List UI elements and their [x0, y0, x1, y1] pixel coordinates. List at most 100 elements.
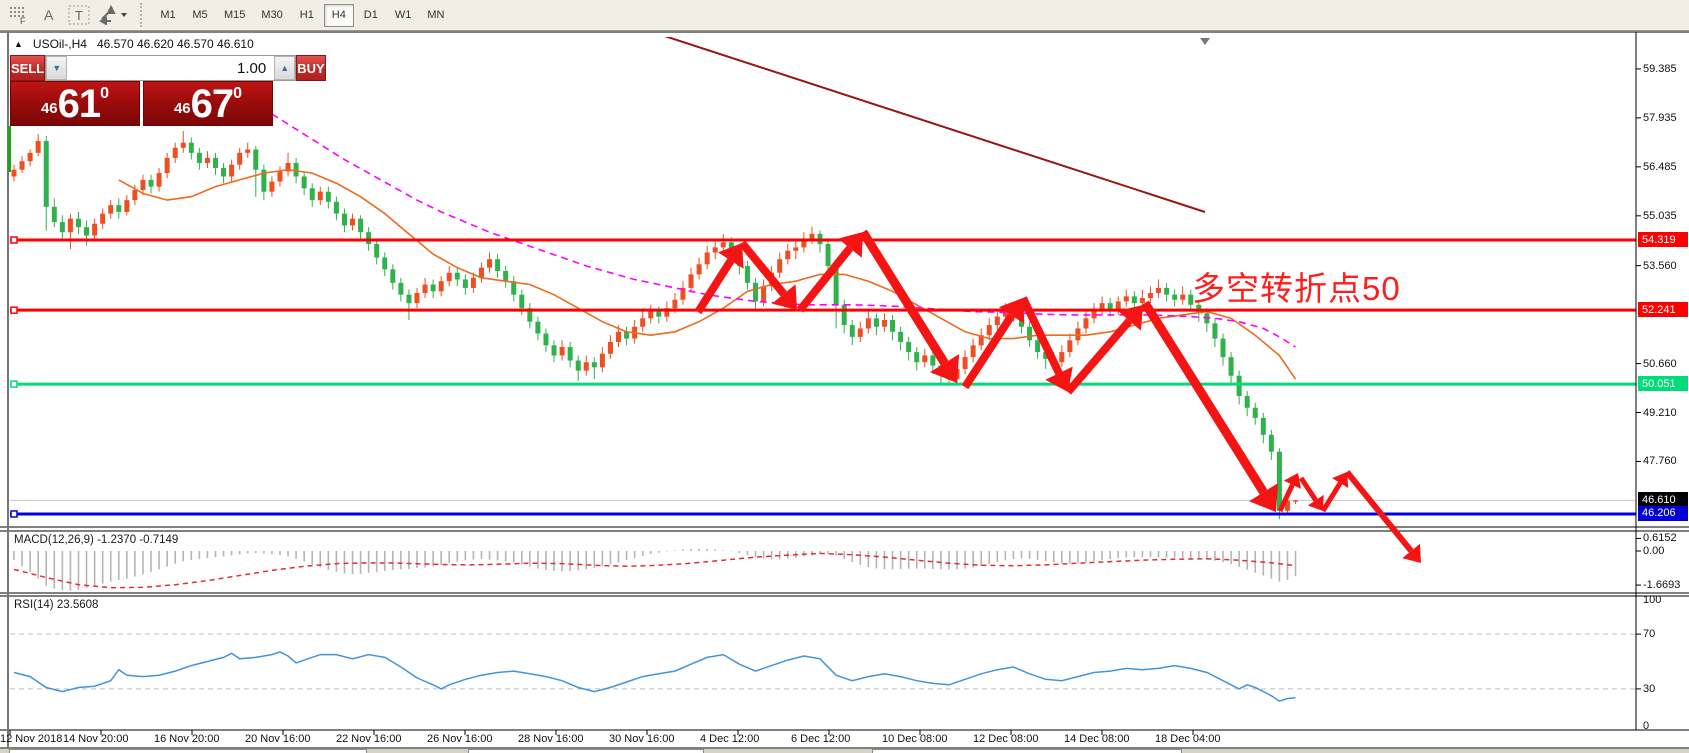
- candle: [511, 281, 517, 295]
- volume-decrease-button[interactable]: ▼: [46, 56, 68, 80]
- candle: [599, 353, 605, 368]
- candle: [188, 142, 194, 153]
- candle: [75, 218, 81, 228]
- fibonacci-grid-icon[interactable]: F: [6, 3, 32, 27]
- volume-increase-button[interactable]: ▲: [274, 56, 296, 80]
- candle: [237, 152, 243, 165]
- time-tick-label: 4 Dec 12:00: [700, 733, 760, 745]
- candle: [1043, 352, 1049, 359]
- rsi-label: RSI(14) 23.5608: [14, 599, 99, 611]
- time-tick-label: 6 Dec 12:00: [791, 733, 851, 745]
- candle: [616, 331, 621, 342]
- candle: [1212, 323, 1218, 339]
- panel-borders: [0, 31, 1689, 749]
- candle: [825, 244, 831, 266]
- candle: [229, 164, 235, 177]
- candle: [1188, 294, 1194, 305]
- candle: [1091, 309, 1097, 319]
- candle: [59, 222, 65, 233]
- buy-button[interactable]: BUY: [296, 55, 326, 81]
- candle: [495, 259, 501, 272]
- symbol-ohlc: 46.570 46.620 46.570 46.610: [96, 37, 254, 51]
- price-tick-label: 53.560: [1643, 259, 1677, 272]
- candle: [196, 152, 202, 163]
- label-tool-icon[interactable]: A: [36, 3, 62, 27]
- candle: [672, 299, 678, 309]
- candle: [148, 179, 154, 187]
- candle: [785, 250, 791, 260]
- timeframe-button-m30[interactable]: M30: [261, 9, 283, 21]
- volume-stepper: ▼ ▲: [45, 55, 297, 81]
- candle: [11, 169, 17, 177]
- objects-arrow-icon[interactable]: [96, 3, 130, 27]
- sell-button[interactable]: SELL: [10, 55, 46, 81]
- symbol-name: USOil-,H4: [32, 37, 87, 51]
- text-tool-icon[interactable]: T: [66, 3, 92, 27]
- price-badge-50.051: 50.051: [1638, 376, 1688, 392]
- candle: [575, 360, 581, 371]
- candle: [108, 205, 114, 214]
- macd-tick-label: -1.6693: [1643, 579, 1681, 592]
- candle: [857, 328, 863, 337]
- trendline: [664, 37, 1206, 213]
- timeframe-button-mn[interactable]: MN: [427, 9, 445, 21]
- candle: [906, 341, 912, 353]
- candle: [833, 265, 839, 305]
- status-bar-partial: [0, 749, 1689, 753]
- trend-arrow: [859, 229, 949, 366]
- timeframe-button-w1[interactable]: W1: [394, 9, 412, 21]
- candle: [640, 318, 646, 327]
- candle: [624, 331, 630, 339]
- price-badge-46.610: 46.610: [1638, 492, 1688, 508]
- candle: [527, 308, 533, 322]
- bid-price-box[interactable]: 46 61 0: [10, 81, 140, 126]
- candle: [422, 284, 428, 293]
- candle: [849, 325, 855, 337]
- rsi-line: [13, 651, 1296, 703]
- candle: [1156, 287, 1162, 293]
- candle: [301, 176, 307, 189]
- status-cell: [468, 749, 704, 753]
- time-tick-label: 16 Nov 20:00: [154, 733, 220, 745]
- ask-price-main: 67: [190, 82, 234, 127]
- candle: [656, 311, 662, 317]
- candle: [744, 265, 750, 283]
- candle: [172, 147, 178, 158]
- timeframe-button-m1[interactable]: M1: [160, 9, 176, 21]
- candle: [164, 157, 170, 174]
- chart-canvas[interactable]: [0, 31, 1689, 750]
- candle: [994, 316, 1000, 326]
- candle: [1107, 303, 1113, 310]
- candle: [519, 294, 525, 309]
- candle: [922, 355, 928, 363]
- candle: [962, 357, 968, 369]
- candle: [293, 162, 299, 177]
- time-tick-label: 20 Nov 16:00: [245, 733, 311, 745]
- symbol-collapse-icon[interactable]: ▲: [14, 39, 23, 49]
- trend-arrow: [1141, 300, 1268, 495]
- candle: [720, 242, 726, 248]
- candle: [1067, 340, 1073, 353]
- trend-arrow: [738, 240, 787, 297]
- candle: [865, 318, 871, 329]
- candle: [438, 281, 444, 292]
- candle: [67, 218, 73, 233]
- timeframe-button-m15[interactable]: M15: [224, 9, 246, 21]
- candle: [406, 294, 412, 304]
- price-tick-label: 49.210: [1643, 406, 1677, 419]
- ask-price-box[interactable]: 46 67 0: [143, 81, 273, 126]
- macd-plot[interactable]: [13, 548, 1297, 591]
- rsi-plot[interactable]: [10, 633, 1636, 703]
- trend-arrow: [961, 313, 1015, 390]
- timeframe-button-h4[interactable]: H4: [323, 3, 354, 27]
- candle: [1035, 340, 1041, 353]
- timeframe-button-m5[interactable]: M5: [192, 9, 208, 21]
- candle: [1147, 292, 1153, 299]
- volume-input[interactable]: [67, 56, 275, 80]
- timeframe-button-h1[interactable]: H1: [299, 9, 314, 21]
- candle: [1276, 451, 1282, 511]
- time-tick-label: 26 Nov 16:00: [427, 733, 493, 745]
- candle: [704, 252, 710, 265]
- timeframe-button-d1[interactable]: D1: [363, 9, 378, 21]
